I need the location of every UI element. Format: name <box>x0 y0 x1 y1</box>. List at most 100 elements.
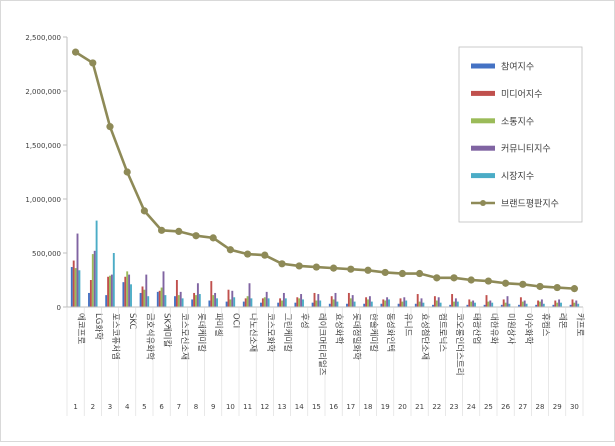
brand-index-point <box>312 263 320 271</box>
bar <box>560 302 562 307</box>
x-category-label: 효성첨단소재 <box>420 313 431 360</box>
bar <box>141 286 144 307</box>
bar <box>540 299 543 307</box>
legend-marker-swatch <box>480 200 486 206</box>
bar <box>535 304 538 307</box>
legend-swatch <box>471 173 495 179</box>
bar <box>388 299 390 307</box>
bar <box>302 299 304 307</box>
brand-index-point <box>158 226 166 234</box>
x-category-label: 에코프로 <box>76 313 86 344</box>
bar <box>156 291 159 307</box>
bar <box>367 299 369 307</box>
bar <box>349 298 352 307</box>
bar <box>437 297 440 307</box>
bar <box>439 302 442 307</box>
bar <box>208 300 211 307</box>
x-category-label: 태광산업 <box>471 313 482 344</box>
x-category-label: 코스모화학 <box>265 313 276 352</box>
bar <box>571 299 574 307</box>
bar-series-group <box>70 220 580 307</box>
y-axis: 0 500,000 1,000,000 1,500,000 2,000,000 2,500… <box>25 34 68 312</box>
x-rank-label: 26 <box>501 403 510 411</box>
bar <box>365 297 368 307</box>
bar <box>382 299 385 307</box>
bar <box>130 284 132 307</box>
y-tick-label: 1,500,000 <box>25 142 61 150</box>
bar <box>248 283 251 307</box>
bar <box>468 299 471 307</box>
x-rank-label: 19 <box>381 403 390 411</box>
bar <box>317 294 320 307</box>
bar <box>577 303 580 307</box>
bar <box>489 300 492 307</box>
bar <box>261 298 264 307</box>
bar <box>573 302 576 307</box>
brand-index-point <box>330 264 338 272</box>
bar <box>521 301 524 307</box>
legend-swatch <box>471 118 495 124</box>
x-category-label: 후성 <box>299 313 309 329</box>
bar <box>405 300 408 307</box>
bar <box>485 295 488 307</box>
x-category-label: 롯데정밀화학 <box>351 313 362 360</box>
bar <box>242 301 245 307</box>
brand-index-point <box>398 269 406 278</box>
bar <box>433 296 436 307</box>
bar <box>539 301 541 307</box>
bar <box>78 270 81 307</box>
x-category-label: 휴켐스 <box>540 313 551 337</box>
bar <box>397 303 400 307</box>
brand-index-point <box>72 48 80 56</box>
bar <box>279 298 282 307</box>
x-rank-label: 13 <box>278 403 287 411</box>
bar <box>164 295 167 307</box>
bar <box>422 302 425 307</box>
bar <box>216 298 218 307</box>
legend-swatch <box>471 90 495 96</box>
x-category-label: 동성화인텍 <box>385 313 396 352</box>
x-category-label: 레이크머티리얼즈 <box>316 313 327 376</box>
brand-index-point <box>192 232 200 240</box>
bar <box>334 292 337 307</box>
legend-swatch <box>471 63 495 69</box>
x-rank-label: 30 <box>570 403 579 411</box>
brand-index-point <box>123 168 131 176</box>
bar <box>556 302 559 307</box>
bar <box>330 296 333 307</box>
x-rank-label: 2 <box>91 403 95 411</box>
bar <box>105 295 108 307</box>
legend-label: 소통지수 <box>501 116 534 127</box>
legend-box <box>458 46 583 223</box>
bar <box>210 281 213 307</box>
legend-label: 시장지수 <box>501 171 534 182</box>
y-tick-label: 500,000 <box>32 250 61 258</box>
x-rank-label: 10 <box>226 403 235 411</box>
bar <box>432 304 434 307</box>
x-category-label: 효성화학 <box>334 313 345 344</box>
bar <box>143 289 146 307</box>
x-rank-label: 5 <box>142 403 146 411</box>
bar <box>311 302 314 307</box>
bar <box>112 253 115 307</box>
brand-index-point <box>261 251 269 259</box>
x-rank-label: 8 <box>194 403 198 411</box>
bar <box>191 299 194 307</box>
x-category-label: 코스모신소재 <box>179 313 189 360</box>
x-rank-label: 20 <box>398 403 407 411</box>
brand-index-point <box>244 250 252 258</box>
x-category-label: 금호석유화학 <box>144 313 155 360</box>
bar <box>523 300 526 307</box>
brand-index-point <box>364 266 372 274</box>
bar <box>466 304 469 307</box>
x-rank-label: 21 <box>415 403 424 411</box>
bar <box>124 276 127 307</box>
bar <box>519 297 522 307</box>
x-category-label: 나노신소재 <box>248 313 258 352</box>
x-rank-label: 17 <box>346 403 355 411</box>
x-category-label: 포스코퓨처엠 <box>110 313 121 360</box>
bar <box>246 296 249 307</box>
x-category-label: 롯데케미칼 <box>196 313 206 352</box>
bar <box>552 304 555 307</box>
x-axis: 에코프로 1 LG화학 2 포스코퓨처엠 3 SKC 4 금호석유화학 5 SK케미칼 6 코스모신소재… <box>66 306 584 416</box>
